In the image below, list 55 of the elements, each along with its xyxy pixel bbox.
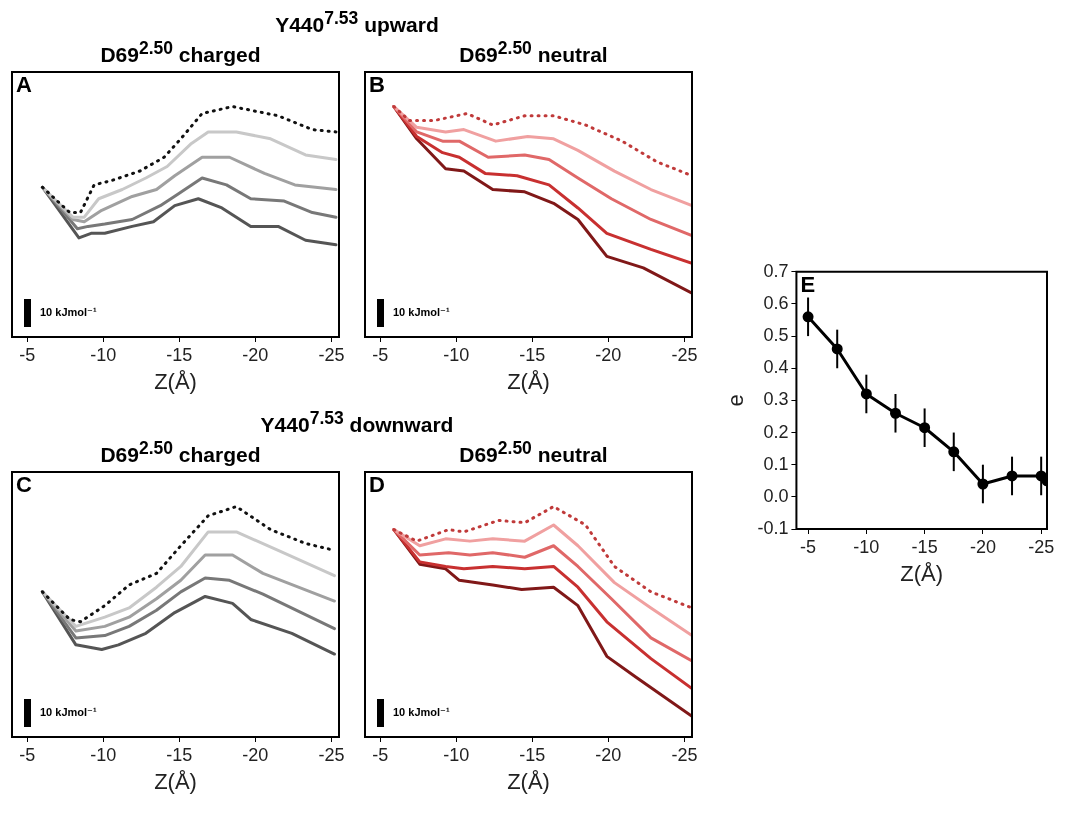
x-axis-title: Z(Å) xyxy=(507,368,550,394)
x-tick-label: -15 xyxy=(166,744,193,765)
annotation: 10 kJmol⁻¹ xyxy=(40,706,97,719)
x-tick-label: -25 xyxy=(318,744,345,765)
chart-subtitle: D69$^{2.50}$ neutral xyxy=(458,438,609,466)
chart-subtitle: D69$^{2.50}$ charged xyxy=(99,38,262,66)
x-axis-title: Z(Å) xyxy=(900,560,944,586)
x-tick-label: -20 xyxy=(595,344,622,365)
x-tick-label: -25 xyxy=(1028,536,1055,557)
x-tick-label: -15 xyxy=(519,344,546,365)
x-tick-label: -25 xyxy=(671,344,698,365)
annotation: 10 kJmol⁻¹ xyxy=(393,306,450,319)
x-tick-label: -15 xyxy=(519,744,546,765)
x-axis-title: Z(Å) xyxy=(154,368,197,394)
x-tick-label: -20 xyxy=(242,344,269,365)
y-axis-title: e xyxy=(723,394,749,407)
x-tick-label: -5 xyxy=(372,744,389,765)
x-tick-label: -15 xyxy=(166,344,193,365)
text: A xyxy=(16,72,32,98)
x-tick-label: -5 xyxy=(800,536,817,557)
y-tick-label: 0.3 xyxy=(763,389,789,410)
x-tick-label: -15 xyxy=(911,536,938,557)
x-tick-label: -5 xyxy=(372,344,389,365)
y-tick-label: 0.6 xyxy=(763,292,789,313)
y-tick-label: 0.5 xyxy=(763,325,789,346)
y-tick-label: 0.2 xyxy=(763,421,789,442)
y-tick-label: 0.7 xyxy=(763,260,789,281)
y-tick-label: 0.0 xyxy=(763,485,789,506)
x-tick-label: -10 xyxy=(853,536,880,557)
x-axis-title: Z(Å) xyxy=(507,768,550,794)
annotation: E xyxy=(800,271,816,297)
text: B xyxy=(369,72,385,98)
x-tick-label: -25 xyxy=(671,744,698,765)
chart-subtitle: D69$^{2.50}$ neutral xyxy=(458,38,609,66)
chart-title: Y440$^{7.53}$ upward xyxy=(274,8,440,37)
x-tick-label: -20 xyxy=(595,744,622,765)
y-tick-label: 0.4 xyxy=(763,357,789,378)
x-tick-label: -25 xyxy=(318,344,345,365)
x-tick-label: -5 xyxy=(19,744,36,765)
annotation: 10 kJmol⁻¹ xyxy=(40,306,97,319)
x-tick-label: -5 xyxy=(19,344,36,365)
annotation: 10 kJmol⁻¹ xyxy=(393,706,450,719)
y-tick-label: -0.1 xyxy=(757,517,789,538)
x-axis-title: Z(Å) xyxy=(154,768,197,794)
x-tick-label: -10 xyxy=(443,344,470,365)
text: C xyxy=(16,472,32,498)
x-tick-label: -10 xyxy=(443,744,470,765)
text: D xyxy=(369,472,385,498)
chart-subtitle: D69$^{2.50}$ charged xyxy=(99,438,262,466)
chart-title: Y440$^{7.53}$ downward xyxy=(259,408,455,437)
x-tick-label: -10 xyxy=(90,744,117,765)
y-tick-label: 0.1 xyxy=(763,453,789,474)
x-tick-label: -20 xyxy=(969,536,996,557)
x-tick-label: -10 xyxy=(90,344,117,365)
x-tick-label: -20 xyxy=(242,744,269,765)
